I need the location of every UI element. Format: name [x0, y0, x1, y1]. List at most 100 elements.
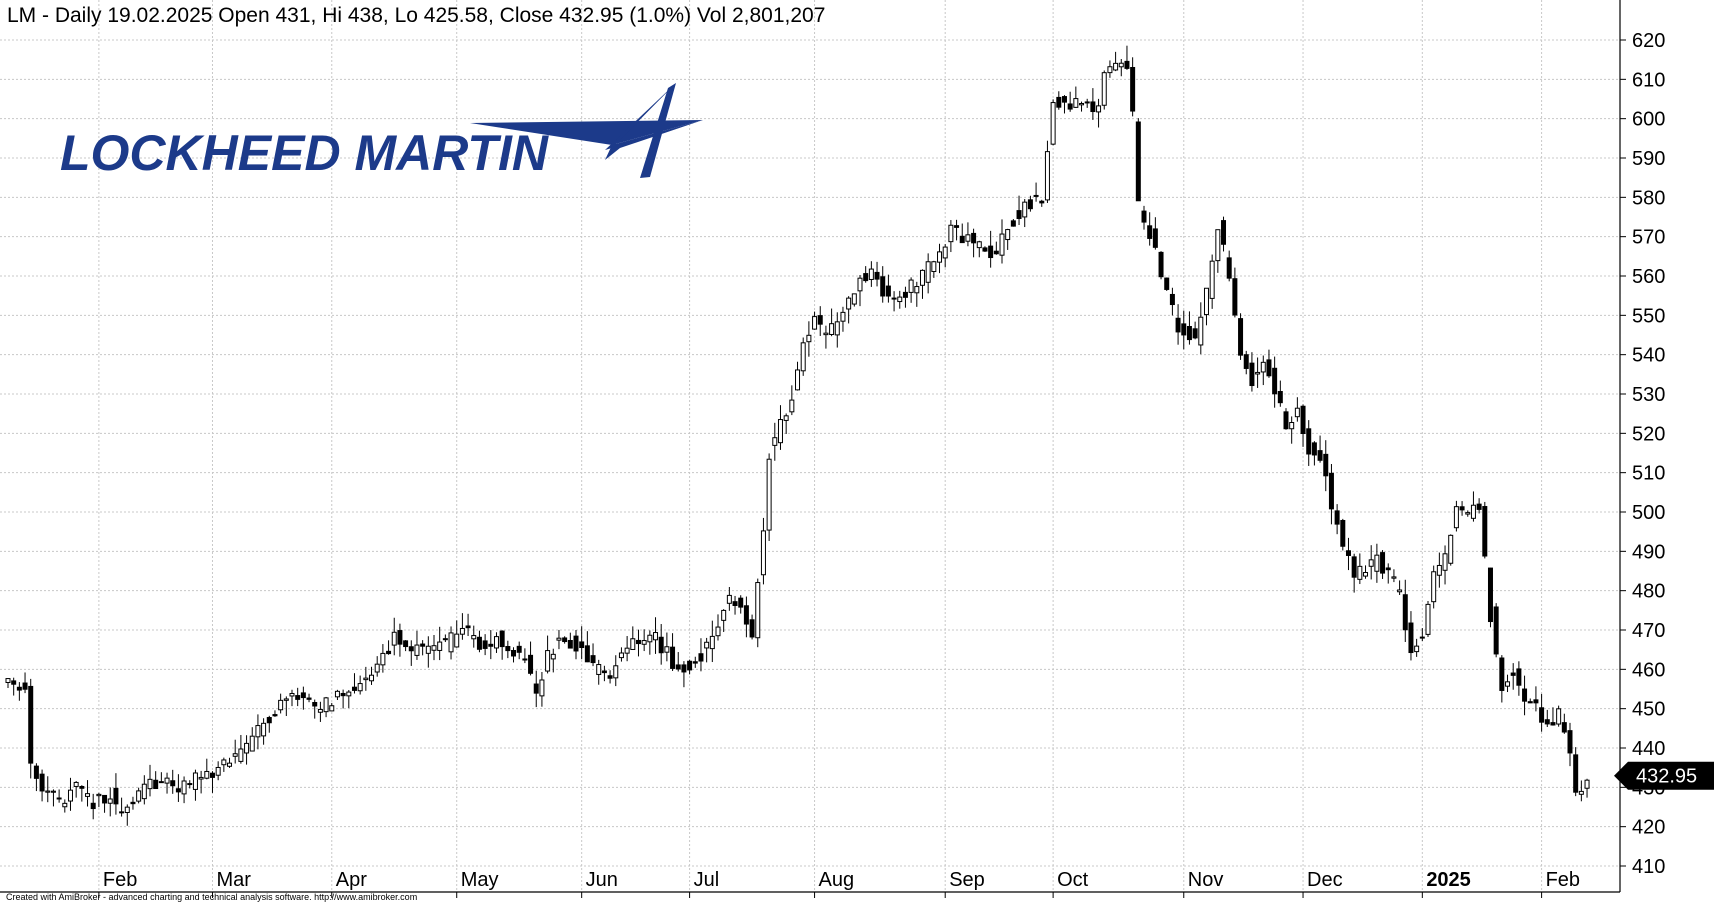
candle-body — [993, 250, 999, 255]
candle-body — [999, 233, 1005, 256]
candle-body — [1306, 428, 1312, 455]
candle-body — [982, 247, 988, 252]
candle-body — [630, 638, 636, 650]
candle-body — [812, 316, 818, 330]
candle-body — [1289, 422, 1295, 430]
candle-body — [1567, 730, 1573, 754]
candle-body — [1272, 367, 1278, 395]
candle-body — [584, 645, 590, 663]
lockheed-martin-logo: LOCKHEED MARTIN — [60, 83, 703, 181]
candle-body — [829, 323, 835, 335]
candle-body — [823, 332, 829, 336]
candle-body — [624, 647, 630, 654]
candle-body — [357, 683, 363, 692]
candle-body — [528, 654, 534, 674]
candle-body — [635, 639, 641, 645]
candle-body — [1544, 719, 1550, 725]
candle-body — [340, 692, 346, 697]
candle-body — [374, 663, 380, 673]
candle-body — [448, 632, 454, 653]
candle-body — [1442, 553, 1448, 571]
candle-body — [1414, 645, 1420, 653]
candle-body — [1010, 220, 1016, 227]
candle-body — [505, 645, 511, 652]
candle-body — [1556, 708, 1562, 725]
candle-body — [403, 640, 409, 648]
candle-body — [266, 717, 272, 724]
candle-body — [369, 674, 375, 682]
candle-body — [1283, 411, 1289, 430]
candle-body — [1209, 260, 1215, 299]
candle-body — [1260, 361, 1266, 373]
candle-body — [1152, 228, 1158, 248]
candle-body — [232, 753, 238, 757]
candle-body — [1221, 220, 1227, 245]
candle-body — [249, 735, 255, 752]
candle-body — [1039, 200, 1045, 204]
candle-body — [56, 797, 62, 800]
candle-body — [79, 785, 85, 789]
candle-body — [573, 635, 579, 652]
x-tick-label: May — [461, 869, 499, 891]
candle-body — [533, 683, 539, 694]
candle-body — [846, 297, 852, 310]
candle-body — [1158, 251, 1164, 278]
candle-body — [715, 626, 721, 637]
candle-body — [925, 261, 931, 283]
candle-body — [1425, 603, 1431, 635]
candle-body — [868, 268, 874, 280]
candle-body — [317, 708, 323, 713]
x-tick-label: Nov — [1188, 869, 1224, 891]
candle-body — [1101, 72, 1107, 106]
candle-body — [1402, 594, 1408, 631]
candle-body — [664, 646, 670, 653]
y-tick-label: 550 — [1632, 305, 1665, 327]
candle-body — [1328, 472, 1334, 510]
candle-body — [1198, 316, 1204, 346]
candle-body — [692, 661, 698, 664]
candle-body — [1169, 293, 1175, 306]
x-tick-label: Oct — [1057, 869, 1089, 891]
candle-body — [902, 291, 908, 298]
candle-body — [244, 742, 250, 754]
candle-body — [1243, 354, 1249, 369]
candle-body — [1107, 66, 1113, 74]
candle-body — [175, 788, 181, 793]
candle-body — [329, 705, 335, 712]
candle-body — [919, 269, 925, 286]
y-tick-label: 450 — [1632, 699, 1665, 721]
y-tick-label: 480 — [1632, 581, 1665, 603]
candle-body — [141, 783, 147, 800]
candle-body — [806, 334, 812, 343]
candle-body — [607, 675, 613, 679]
candle-body — [73, 781, 79, 787]
candle-body — [1181, 323, 1187, 336]
candle-body — [562, 637, 568, 643]
candle-body — [1084, 101, 1090, 104]
candle-body — [306, 697, 312, 700]
candle-body — [675, 664, 681, 670]
candle-body — [641, 640, 647, 645]
candle-body — [363, 677, 369, 681]
candle-body — [39, 773, 45, 792]
candle-body — [1164, 277, 1170, 290]
y-tick-label: 520 — [1632, 423, 1665, 445]
candle-body — [897, 296, 903, 303]
candle-body — [840, 311, 846, 322]
candle-body — [414, 644, 420, 656]
candle-body — [1022, 201, 1028, 218]
x-tick-label: Mar — [216, 869, 251, 891]
candle-body — [1050, 102, 1056, 145]
candle-body — [1192, 328, 1198, 339]
candle-body — [1573, 754, 1579, 793]
candle-body — [204, 770, 210, 779]
candle-body — [113, 787, 119, 805]
candle-body — [380, 652, 386, 666]
candle-body — [931, 261, 937, 273]
candle-body — [465, 625, 471, 629]
candle-body — [215, 766, 221, 776]
candle-body — [1027, 199, 1033, 210]
candle-body — [158, 781, 164, 784]
candle-body — [1238, 318, 1244, 356]
y-tick-label: 560 — [1632, 266, 1665, 288]
